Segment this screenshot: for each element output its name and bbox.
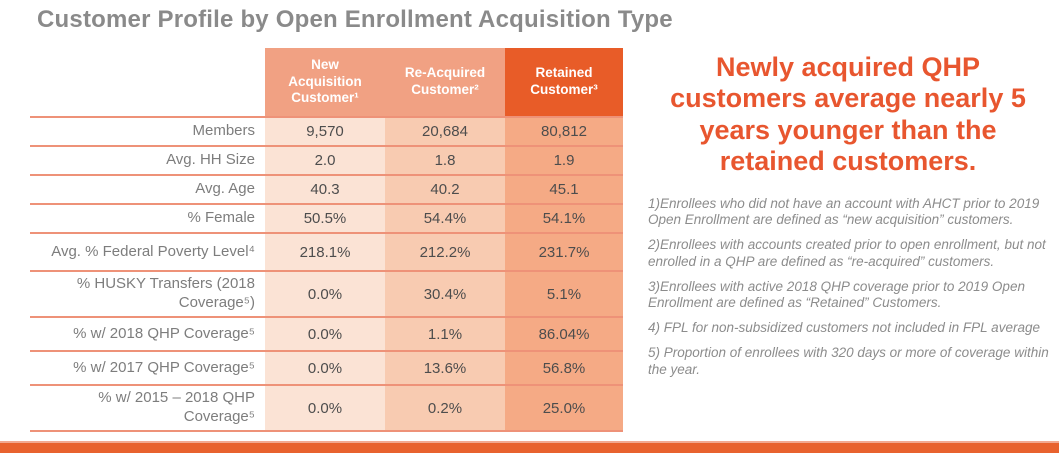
footnotes: 1)Enrollees who did not have an account … [648,196,1052,387]
bottom-accent-bar [0,441,1059,453]
data-cell: 1.1% [385,318,505,352]
row-label: % Female [30,205,265,234]
row-label: Avg. HH Size [30,147,265,176]
footnote-4: 4) FPL for non-subsidized customers not … [648,320,1040,336]
footnote-5: 5) Proportion of enrollees with 320 days… [648,345,1049,377]
data-cell: 86.04% [505,318,623,352]
data-cell: 231.7% [505,234,623,272]
row-label: % w/ 2017 QHP Coverage⁵ [30,352,265,386]
data-cell: 25.0% [505,386,623,432]
data-cell: 40.3 [265,176,385,205]
col-header-retained: Retained Customer³ [505,48,623,118]
header-empty-cell [30,48,265,118]
data-cell: 56.8% [505,352,623,386]
data-cell: 9,570 [265,118,385,147]
data-cell: 13.6% [385,352,505,386]
data-cell: 0.0% [265,352,385,386]
data-cell: 20,684 [385,118,505,147]
data-cell: 50.5% [265,205,385,234]
footnote-2: 2)Enrollees with accounts created prior … [648,237,1046,269]
data-cell: 1.9 [505,147,623,176]
data-cell: 30.4% [385,272,505,318]
row-label: Avg. % Federal Poverty Level⁴ [30,234,265,272]
col-header-re-acquired: Re-Acquired Customer² [385,48,505,118]
data-cell: 1.8 [385,147,505,176]
row-label: % w/ 2018 QHP Coverage⁵ [30,318,265,352]
row-label: % w/ 2015 – 2018 QHP Coverage⁵ [30,386,265,432]
row-label: Avg. Age [30,176,265,205]
row-label: Members [30,118,265,147]
data-cell: 218.1% [265,234,385,272]
data-cell: 0.0% [265,386,385,432]
footnote-1: 1)Enrollees who did not have an account … [648,196,1040,228]
data-cell: 2.0 [265,147,385,176]
customer-profile-table: New Acquisition Customer¹ Re-Acquired Cu… [30,48,623,432]
footnote-3: 3)Enrollees with active 2018 QHP coverag… [648,278,1025,310]
data-cell: 40.2 [385,176,505,205]
row-label: % HUSKY Transfers (2018 Coverage⁵) [30,272,265,318]
data-cell: 5.1% [505,272,623,318]
data-cell: 0.0% [265,318,385,352]
data-cell: 0.0% [265,272,385,318]
data-cell: 54.1% [505,205,623,234]
data-cell: 212.2% [385,234,505,272]
col-header-new-acquisition: New Acquisition Customer¹ [265,48,385,118]
data-cell: 80,812 [505,118,623,147]
page-title: Customer Profile by Open Enrollment Acqu… [37,6,673,33]
data-cell: 45.1 [505,176,623,205]
data-cell: 54.4% [385,205,505,234]
callout-text: Newly acquired QHP customers average nea… [670,52,1026,176]
data-cell: 0.2% [385,386,505,432]
